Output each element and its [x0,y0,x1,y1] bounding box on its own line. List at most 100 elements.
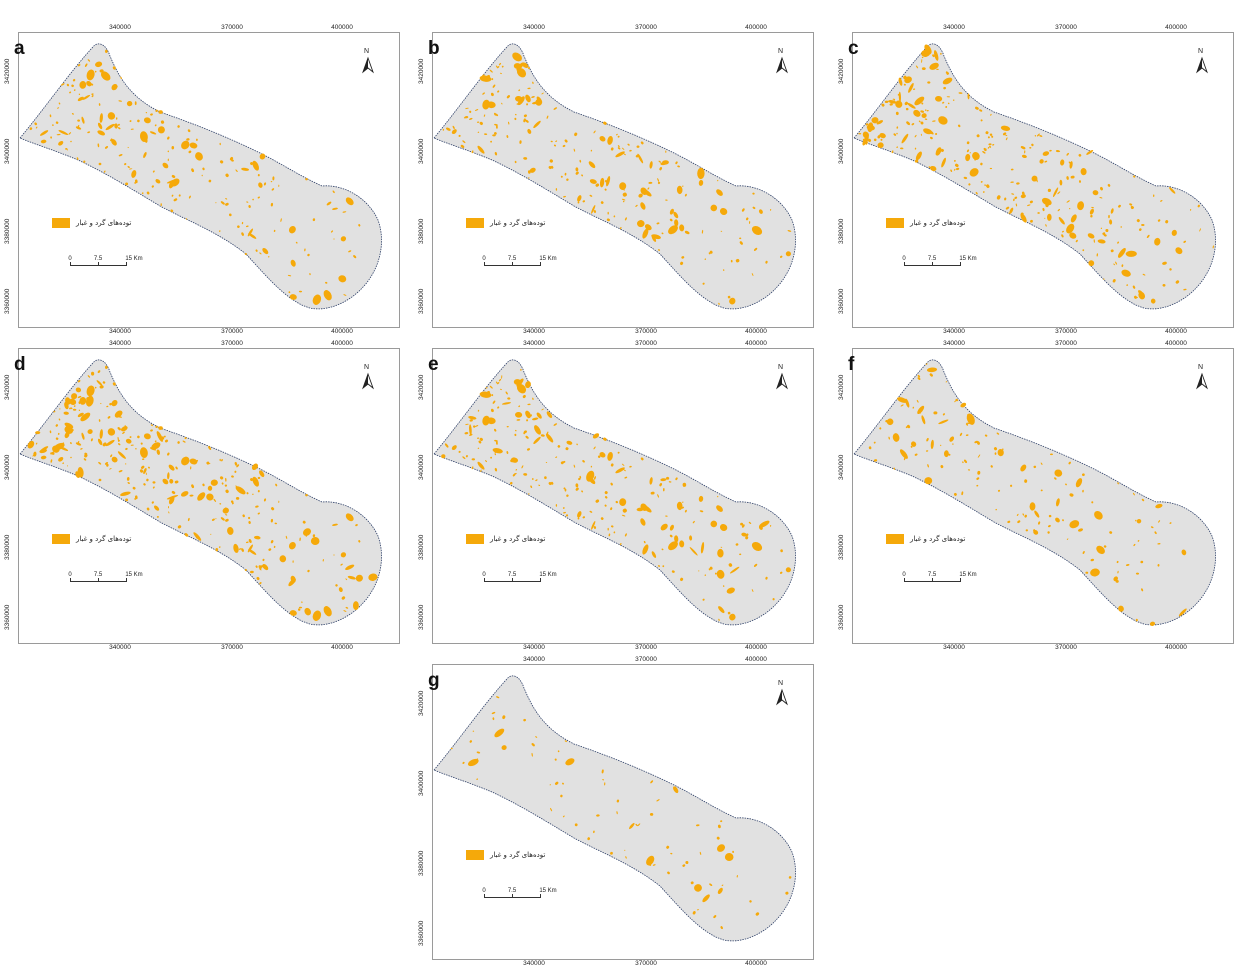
dust-patch [139,469,144,473]
dust-patch [529,167,536,173]
study-area-map [853,359,1216,626]
dust-patch [996,195,1001,200]
dust-patch [469,433,473,436]
dust-patch [899,449,908,459]
dust-patch [131,170,137,178]
dust-patch [323,290,332,301]
x-tick-label: 370000 [1055,24,1077,31]
dust-patch [581,490,584,493]
y-tick-label: 3400000 [4,138,11,164]
dust-patch [676,185,683,195]
dust-patch [279,555,287,563]
dust-patch [39,130,49,136]
dust-patch [40,139,47,144]
dust-patch [154,505,160,511]
dust-patch [225,514,228,516]
dust-patch [1013,198,1015,202]
panel-label: e [428,354,439,375]
dust-patch [593,830,595,834]
dust-patch [465,423,469,426]
dust-patch [553,423,558,426]
dust-patch [307,569,310,573]
dust-patch [322,559,324,562]
x-tick-label: 370000 [635,644,657,651]
dust-patch [946,72,949,75]
dust-patch [91,93,94,96]
dust-patch [765,260,768,264]
dust-patch [1175,247,1183,255]
dust-patch [643,540,646,544]
dust-patch [501,375,503,379]
dust-patch [522,394,526,399]
dust-patch [105,123,115,131]
dust-patch [146,478,149,482]
dust-patch [682,482,687,487]
dust-patch [290,259,296,267]
north-label: N [364,48,370,55]
dust-patch [225,198,228,200]
dust-patch [1169,268,1172,271]
dust-patch [278,184,280,187]
legend-label: توده‌های گرد و غبار [490,851,546,859]
dust-patch [1082,551,1085,554]
dust-patch [535,736,538,738]
dust-patch [250,162,253,166]
dust-patch [87,375,91,378]
dust-patch [650,780,654,784]
dust-patch [593,210,597,213]
dust-patch [152,170,155,173]
dust-patch [169,479,174,484]
dust-patch [207,485,213,491]
dust-patch [110,138,113,142]
scale-bar: 0 7.5 15 Km [68,256,143,276]
dust-patch [231,475,234,478]
dust-patch [77,380,81,383]
scale-label: 0 [68,256,72,262]
dust-patch [1125,250,1137,257]
dust-patch [1091,501,1094,504]
dust-patch [494,450,497,454]
dust-patch [679,224,685,232]
dust-patch [125,438,132,444]
x-tick-label: 340000 [109,340,131,347]
x-tick-label: 370000 [1055,644,1077,651]
dust-patch [992,144,995,146]
dust-patch [481,393,484,396]
dust-patch [682,501,684,503]
x-tick-label: 400000 [331,644,353,651]
dust-patch [531,752,533,757]
dust-patch [90,438,93,442]
x-tick-label: 340000 [523,960,545,967]
dust-patch [130,444,134,446]
dust-patch [904,101,908,106]
dust-patch [914,134,917,138]
dust-patch [701,229,704,234]
dust-patch [125,463,127,465]
dust-patch [56,133,61,136]
dust-patch [1044,160,1048,163]
x-tick-label: 400000 [1165,644,1187,651]
dust-patch [484,133,488,136]
dust-patch [225,173,229,178]
dust-patch [1121,269,1131,277]
dust-patch [289,294,297,300]
dust-patch [540,434,545,437]
dust-patch [86,69,95,81]
dust-patch [117,127,121,130]
dust-patch [516,103,521,105]
dust-patch [513,63,522,69]
dust-patch [532,81,534,84]
dust-patch [966,422,970,424]
dust-patch [330,230,334,233]
map-panel-b: 340000 340000 370000 370000 400000 400000 3420… [414,20,814,336]
dust-patch [340,563,343,566]
dust-patch [358,540,361,543]
dust-patch [98,478,102,482]
dust-patch [1020,212,1024,216]
dust-patch [599,452,606,458]
dust-patch [573,148,576,152]
dust-patch [1099,196,1103,199]
dust-patch [501,402,512,405]
dust-patch [215,202,217,204]
dust-patch [97,122,103,130]
